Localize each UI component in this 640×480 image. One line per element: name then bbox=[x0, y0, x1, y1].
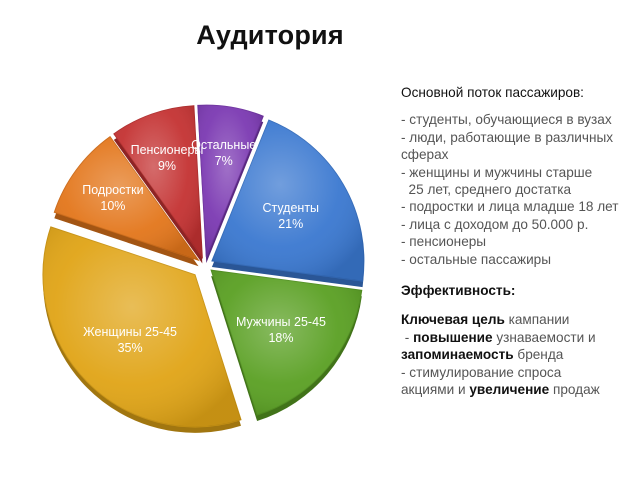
slice-percent-женщины-25-45: 35% bbox=[118, 341, 143, 355]
pie-slice-gloss bbox=[211, 120, 364, 282]
efficiency-heading: Эффективность: bbox=[401, 283, 516, 299]
audience-heading: Основной поток пассажиров: bbox=[401, 85, 584, 100]
slice-percent-студенты: 21% bbox=[278, 217, 303, 231]
plain-text: - стимулирование спроса bbox=[401, 364, 562, 380]
pie-slice-gloss bbox=[54, 136, 199, 261]
audience-item: - остальные пассажиры bbox=[401, 251, 552, 267]
slice-percent-мужчины-25-45: 18% bbox=[268, 331, 293, 345]
page-title: Аудитория bbox=[196, 20, 344, 50]
efficiency-list: Ключевая цель кампании - повышение узнав… bbox=[401, 311, 637, 398]
plain-text: узнаваемости и bbox=[492, 329, 596, 345]
audience-item: - пенсионеры bbox=[401, 234, 487, 250]
goal-line: Ключевая цель кампании bbox=[401, 311, 637, 328]
slice-label-мужчины-25-45: Мужчины 25-45 bbox=[236, 315, 326, 329]
info-panel: Основной поток пассажиров: - студенты, о… bbox=[401, 84, 637, 399]
stimulus-line: - стимулирование спроса bbox=[401, 364, 637, 381]
audience-item: - женщины и мужчины старше bbox=[401, 164, 593, 180]
slice-label-женщины-25-45: Женщины 25-45 bbox=[83, 325, 177, 339]
sales-line: акциями и увеличение продаж bbox=[401, 381, 637, 398]
emphasis-text: повышение bbox=[413, 329, 493, 345]
pie-slice-gloss bbox=[113, 105, 203, 258]
slice-label-пенсионеры: Пенсионеры bbox=[131, 143, 204, 157]
audience-item: - подростки и лица младше 18 лет bbox=[401, 199, 619, 215]
pie-slice-gloss bbox=[43, 226, 241, 427]
slice-label-студенты: Студенты bbox=[262, 201, 319, 215]
pie-slice-gloss bbox=[197, 105, 264, 258]
audience-item: - студенты, обучающиеся в вузах bbox=[401, 112, 612, 128]
slice-percent-пенсионеры: 9% bbox=[158, 159, 176, 173]
plain-text: продаж bbox=[549, 382, 600, 398]
plain-text: - bbox=[401, 329, 414, 345]
slice-percent-остальные: 7% bbox=[215, 154, 233, 168]
audience-item: - люди, работающие в различных bbox=[401, 129, 614, 145]
plain-text: кампании bbox=[504, 312, 570, 328]
slice-label-подростки: Подростки bbox=[82, 183, 143, 197]
plain-text: акциями и bbox=[401, 382, 470, 398]
emphasis-text: Ключевая цель bbox=[401, 312, 505, 328]
audience-item: 25 лет, среднего достатка bbox=[401, 182, 572, 198]
awareness-line: - повышение узнаваемости и bbox=[401, 329, 637, 346]
emphasis-text: запоминаемость bbox=[401, 347, 514, 363]
audience-item: - лица с доходом до 50.000 р. bbox=[401, 216, 589, 232]
emphasis-text: увеличение bbox=[469, 382, 550, 398]
slice-label-остальные: Остальные bbox=[191, 138, 256, 152]
audience-list: - студенты, обучающиеся в вузах - люди, р… bbox=[401, 111, 637, 268]
plain-text: бренда bbox=[513, 347, 564, 363]
audience-item: сферах bbox=[401, 147, 449, 163]
pie-slice-gloss bbox=[211, 270, 362, 416]
memorability-line: запоминаемость бренда bbox=[401, 346, 637, 363]
audience-pie-chart: Студенты 21% Мужчины 25-45 18% Женщины 25-45… bbox=[42, 104, 365, 433]
slice-percent-подростки: 10% bbox=[100, 199, 125, 213]
